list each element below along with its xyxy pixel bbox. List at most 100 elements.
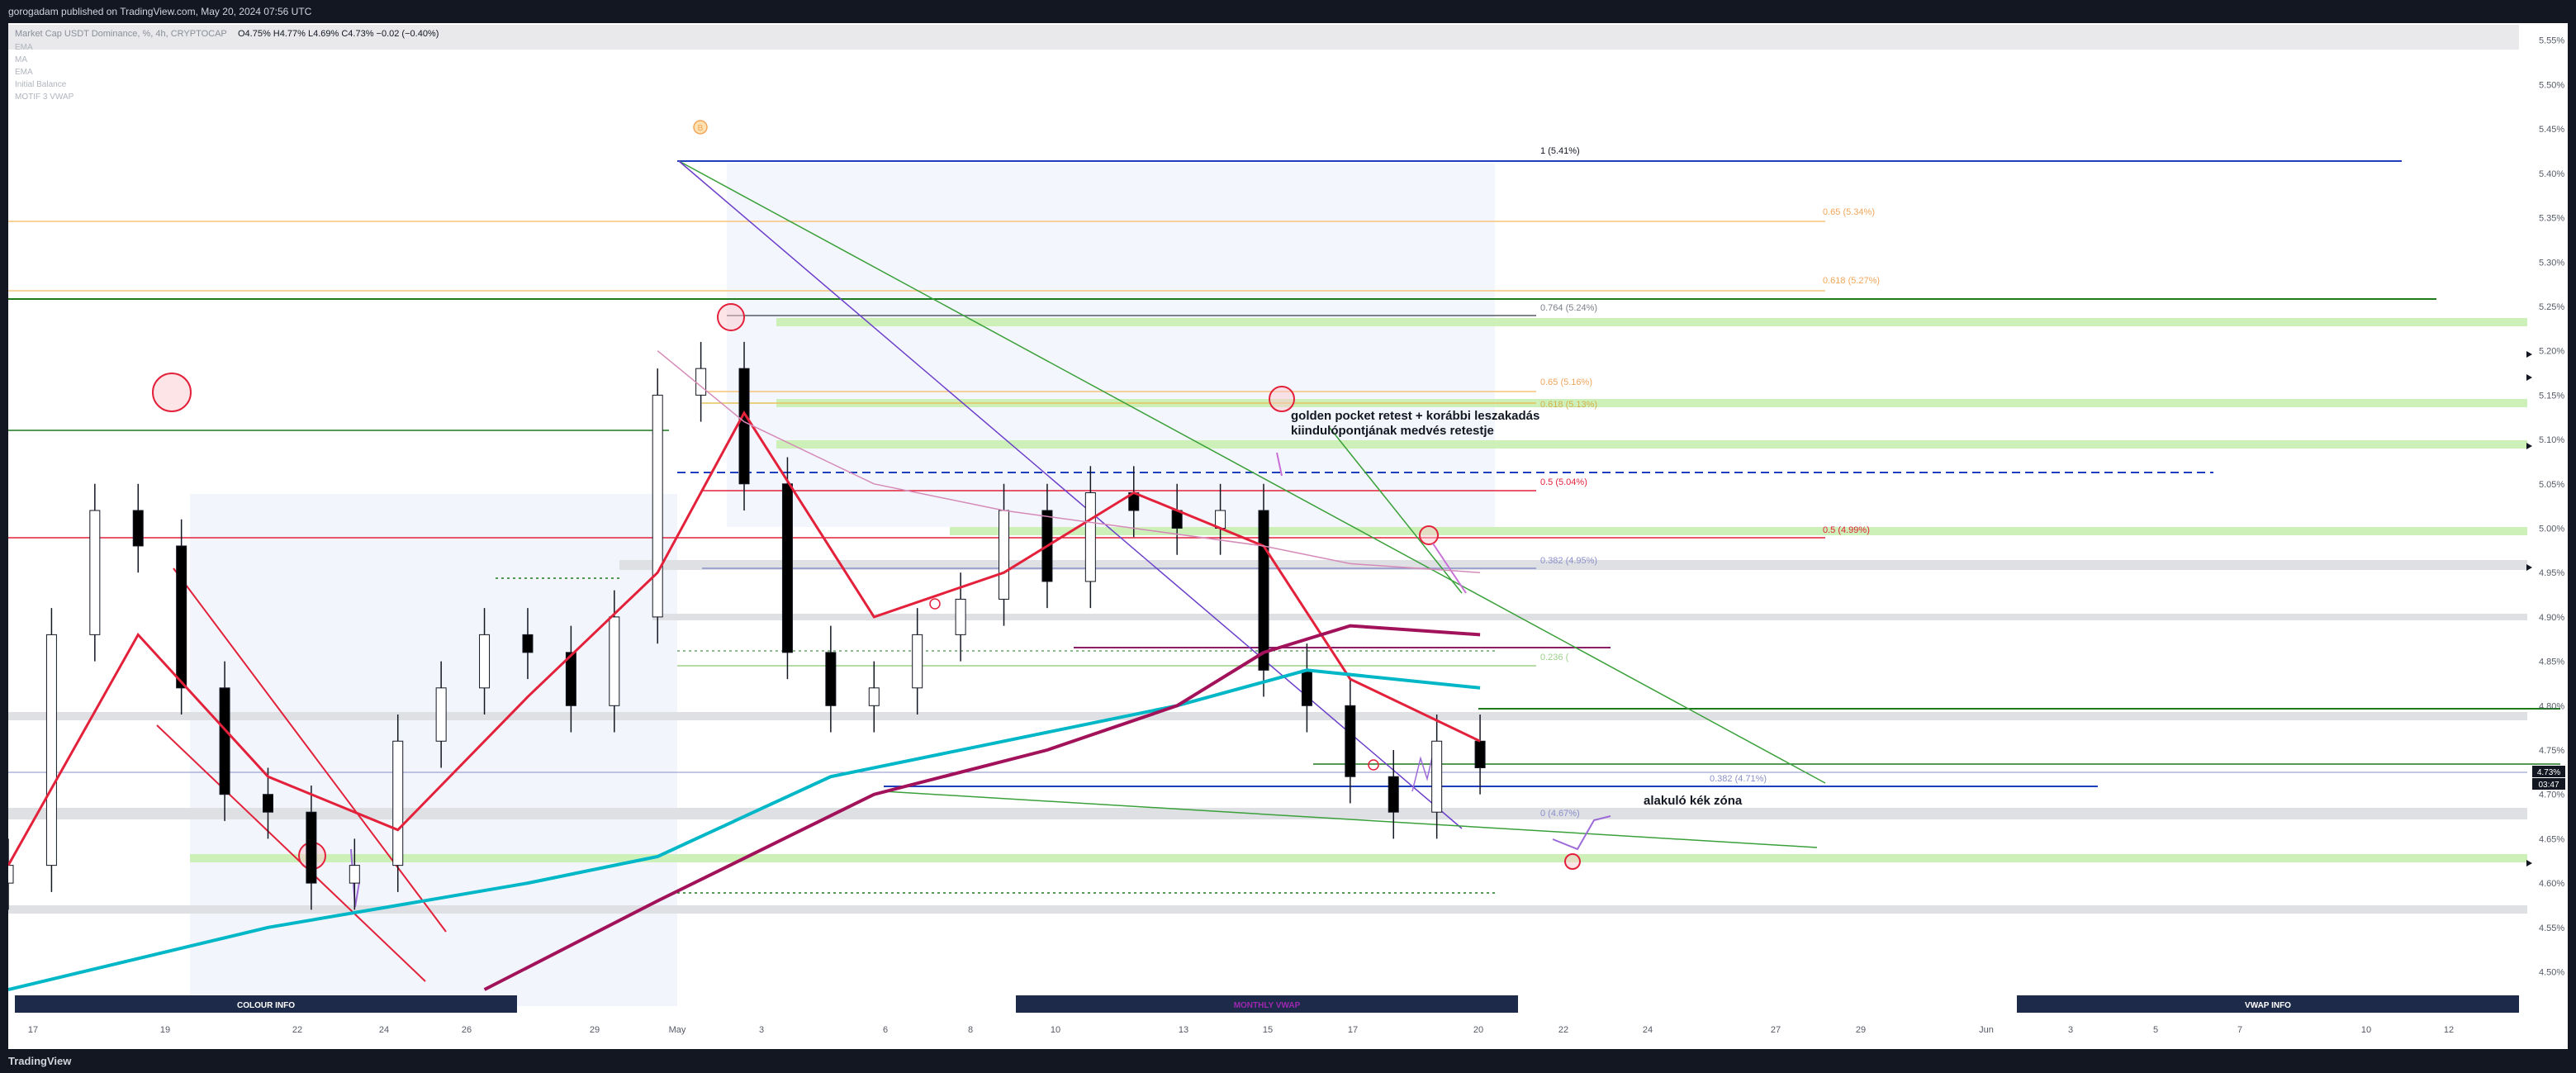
green-zone-5-09 [776, 440, 2527, 449]
price-tick-label: 4.50% [2539, 968, 2564, 978]
fib-label: 0.382 (4.95%) [1540, 556, 1597, 566]
gray-zone-4-90 [652, 614, 2527, 620]
candle-body [1258, 510, 1269, 671]
candle-body [1474, 740, 1486, 768]
chart-area[interactable]: B 5.55% 5.50% 5.45% 5.40% 5.35% 5.30% 5.25% 5.2… [2, 23, 2568, 1049]
time-tick-label: 10 [1051, 1025, 1060, 1035]
purple-trendline [678, 160, 1463, 829]
b-marker-circle [693, 120, 708, 135]
time-tick-label: 26 [462, 1025, 472, 1035]
time-tick-label: 12 [2444, 1025, 2454, 1035]
monthly-vwap-panel[interactable] [1016, 995, 1518, 1013]
candle-body [349, 865, 360, 884]
time-tick-label: 7 [2237, 1025, 2242, 1035]
arrow-marker-icon [2526, 374, 2532, 381]
candle-body [219, 687, 230, 795]
price-tick-label: 5.45% [2539, 125, 2564, 135]
gray-zone-4-69 [8, 808, 2527, 819]
price-tick-label: 5.40% [2539, 169, 2564, 179]
candle-body [1084, 492, 1096, 582]
b-marker-text: B [698, 124, 704, 133]
current-price-label: 4.73% [2537, 768, 2560, 777]
time-tick-label: 24 [1643, 1025, 1653, 1035]
red-channel-upper [173, 567, 447, 933]
legend-indicator-ema2: EMA [15, 68, 33, 77]
time-tick-label: 22 [292, 1025, 302, 1035]
price-tick-label: 4.65% [2539, 834, 2564, 844]
fib-label: 0 (4.67%) [1540, 809, 1580, 819]
candle-body [306, 811, 317, 884]
time-tick-label: 3 [759, 1025, 764, 1035]
price-tick-label: 5.20% [2539, 347, 2564, 357]
candle-body [609, 616, 620, 706]
fib-label: 0.5 (5.04%) [1540, 477, 1587, 487]
candle-body [999, 510, 1010, 600]
price-tick-label: 4.95% [2539, 568, 2564, 578]
fib-label: 0.382 (4.71%) [1710, 774, 1767, 784]
golden-pocket-annotation: golden pocket retest + korábbi leszakadá… [1291, 409, 1539, 438]
price-chart-svg[interactable]: B 5.55% 5.50% 5.45% 5.40% 5.35% 5.30% 5.25% 5.2… [2, 23, 2568, 1049]
price-tick-label: 4.80% [2539, 701, 2564, 711]
candle-body [435, 687, 447, 742]
red-circle-marker-5 [1419, 525, 1439, 545]
countdown-badge [2532, 778, 2565, 790]
candle-body [565, 652, 576, 706]
time-tick-label: 22 [1558, 1025, 1568, 1035]
projection-arrow-4 [1276, 452, 1283, 477]
golden-pocket-line: golden pocket retest + korábbi leszakadá… [1291, 409, 1539, 423]
time-tick-label: 17 [1348, 1025, 1358, 1035]
green-zone-5-14 [776, 399, 2527, 407]
tradingview-logo[interactable]: TradingView [8, 1055, 72, 1067]
candle-body [479, 634, 491, 689]
price-tick-label: 5.15% [2539, 391, 2564, 401]
time-tick-label: 20 [1473, 1025, 1483, 1035]
time-tick-label: May [669, 1025, 686, 1035]
colour-info-panel[interactable] [15, 995, 517, 1013]
red-channel-lower [156, 724, 426, 982]
red-circle-marker-1 [152, 373, 192, 412]
time-tick-label: 29 [1856, 1025, 1866, 1035]
green-trendline-short [1329, 427, 1463, 594]
green-trendline-bottom [883, 791, 1818, 848]
candle-body [738, 368, 750, 485]
vwap-info-panel[interactable] [2017, 995, 2519, 1013]
time-axis[interactable]: 17 19 22 24 26 29 May 3 6 8 10 13 15 17 20 22 24 27 29 Jun 3… [28, 1025, 2454, 1035]
candle-body [1388, 776, 1399, 813]
shaded-area-mid [727, 164, 1495, 527]
time-tick-label: 27 [1771, 1025, 1781, 1035]
fib-label: 0.764 (5.24%) [1540, 303, 1597, 313]
arrow-marker-icon [2526, 351, 2532, 358]
arrow-marker-icon [2526, 860, 2532, 866]
fib-label: 1 (5.41%) [1540, 146, 1580, 156]
red-circle-marker-8 [1368, 759, 1379, 771]
price-tick-label: 5.30% [2539, 258, 2564, 268]
candle-body [89, 510, 101, 635]
arrow-marker-icon [2526, 443, 2532, 449]
time-tick-label: 29 [590, 1025, 600, 1035]
fib-label: 0.65 (5.16%) [1540, 377, 1592, 387]
projection-arrow-2 [1552, 815, 1611, 851]
candle-body [1431, 740, 1443, 813]
candle-body [2, 865, 14, 884]
green-trendline-top [678, 160, 1826, 784]
countdown-label: 03:47 [2538, 781, 2559, 790]
green-zone-5-00 [950, 527, 2527, 535]
price-tick-label: 4.70% [2539, 791, 2564, 800]
moving-averages-layer [7, 350, 1481, 991]
candle-body [45, 634, 57, 866]
top-zone [8, 25, 2519, 50]
current-price-badge [2532, 766, 2565, 777]
price-axis[interactable]: 5.55% 5.50% 5.45% 5.40% 5.35% 5.30% 5.25% 5.20%… [2539, 36, 2564, 978]
candle-body [652, 394, 663, 618]
ma-series-line [483, 624, 1481, 991]
time-tick-label: 5 [2153, 1025, 2158, 1035]
legend-indicator-ib: Initial Balance [15, 80, 67, 89]
price-tick-label: 5.55% [2539, 36, 2564, 46]
price-tick-label: 5.50% [2539, 80, 2564, 90]
legend-indicator-ma: MA [15, 55, 27, 64]
candle-body [1345, 705, 1356, 777]
projection-arrow-1 [1432, 543, 1467, 594]
time-tick-label: 10 [2361, 1025, 2371, 1035]
candle-body [695, 368, 707, 396]
